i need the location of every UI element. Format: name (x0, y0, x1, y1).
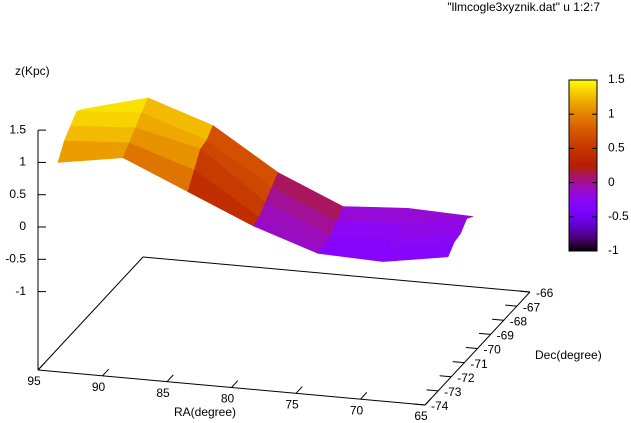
y-tick (426, 389, 439, 392)
cb-tick-label: 0.5 (608, 141, 625, 155)
x-tick (360, 392, 368, 400)
x-tick-label: 90 (92, 380, 106, 394)
y-tick (413, 403, 426, 406)
y-tick-label: -72 (457, 371, 475, 385)
y-tick-label: -69 (497, 329, 515, 343)
y-tick (478, 332, 491, 335)
x-tick (37, 362, 45, 371)
y-tick-label: -68 (510, 314, 528, 328)
y-tick (465, 346, 478, 349)
cb-tick-label: 1.5 (608, 72, 625, 86)
x-tick-label: 75 (285, 398, 299, 412)
cb-tick-label: 1 (608, 106, 615, 120)
z-tick-label: 0 (19, 219, 26, 233)
y-tick (492, 318, 504, 321)
y-tick-label: -74 (431, 399, 449, 413)
x-tick (102, 368, 110, 377)
y-tick (452, 361, 465, 364)
z-tick-label: 1 (19, 155, 26, 169)
x-tick-label: 80 (221, 392, 235, 406)
surface-cell (382, 241, 455, 262)
y-tick (505, 304, 517, 307)
key-label: "llmcogle3xyznik.dat" u 1:2:7 (447, 0, 600, 14)
surface-cell (76, 97, 149, 114)
x-tick-label: 95 (27, 374, 41, 388)
surface-cell (317, 244, 390, 262)
surface-cell (336, 206, 409, 224)
x-tick-label: 85 (156, 386, 170, 400)
x-tick (295, 386, 303, 394)
cb-tick-label: 0 (608, 175, 615, 189)
base-edge (37, 256, 144, 371)
surface-cell (63, 125, 136, 144)
base-edge (142, 256, 531, 293)
surface-cell (330, 221, 403, 239)
y-tick-label: -66 (536, 286, 554, 300)
y-tick-label: -70 (484, 343, 502, 357)
y-tick-label: -71 (470, 357, 488, 371)
x-label: RA(degree) (174, 405, 236, 419)
colorbar (568, 79, 598, 252)
surface-cell (57, 140, 130, 163)
cb-tick-label: -1 (608, 243, 619, 257)
z-tick-label: 1.5 (9, 122, 26, 136)
surface-cell (70, 110, 143, 129)
y-label: Dec(degree) (535, 348, 602, 362)
x-tick (424, 397, 432, 406)
y-tick-label: -67 (523, 300, 541, 314)
x-tick-label: 65 (414, 409, 428, 423)
x-tick (166, 374, 174, 383)
cb-tick-label: -0.5 (608, 209, 629, 223)
y-tick (439, 375, 452, 378)
z-tick-label: -1 (15, 284, 26, 298)
x-tick-label: 70 (350, 403, 364, 417)
z-tick-label: -0.5 (5, 251, 26, 265)
z-label: z(Kpc) (15, 64, 50, 78)
z-tick-label: 0.5 (9, 187, 26, 201)
y-tick-label: -73 (444, 385, 462, 399)
x-tick (231, 380, 239, 388)
y-tick (518, 290, 531, 293)
